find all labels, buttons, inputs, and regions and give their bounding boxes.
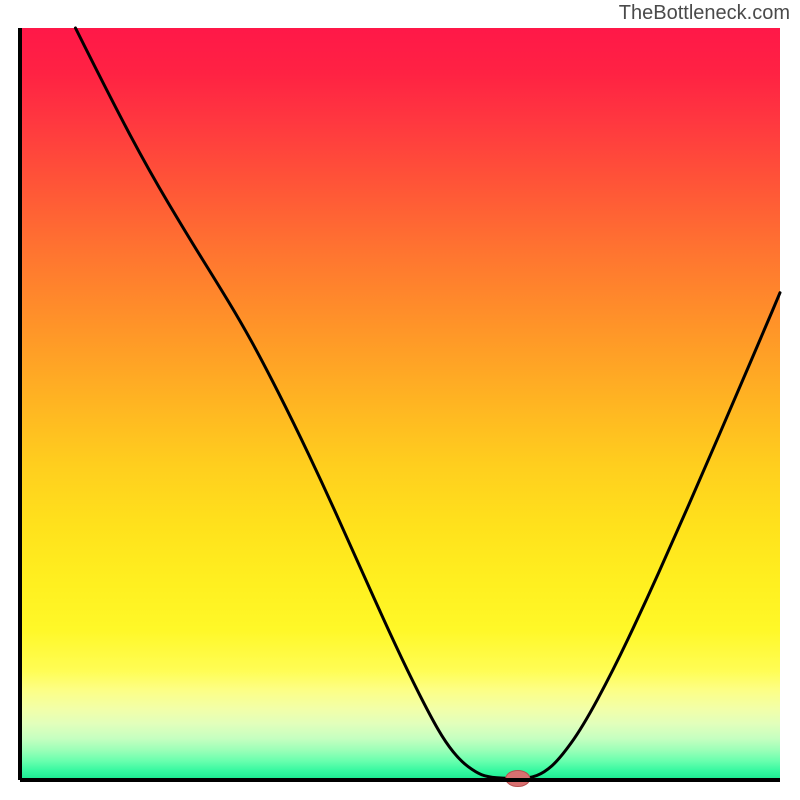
bottleneck-chart: [0, 0, 800, 800]
watermark-text: TheBottleneck.com: [619, 2, 790, 25]
chart-container: { "watermark": "TheBottleneck.com", "cha…: [0, 0, 800, 800]
